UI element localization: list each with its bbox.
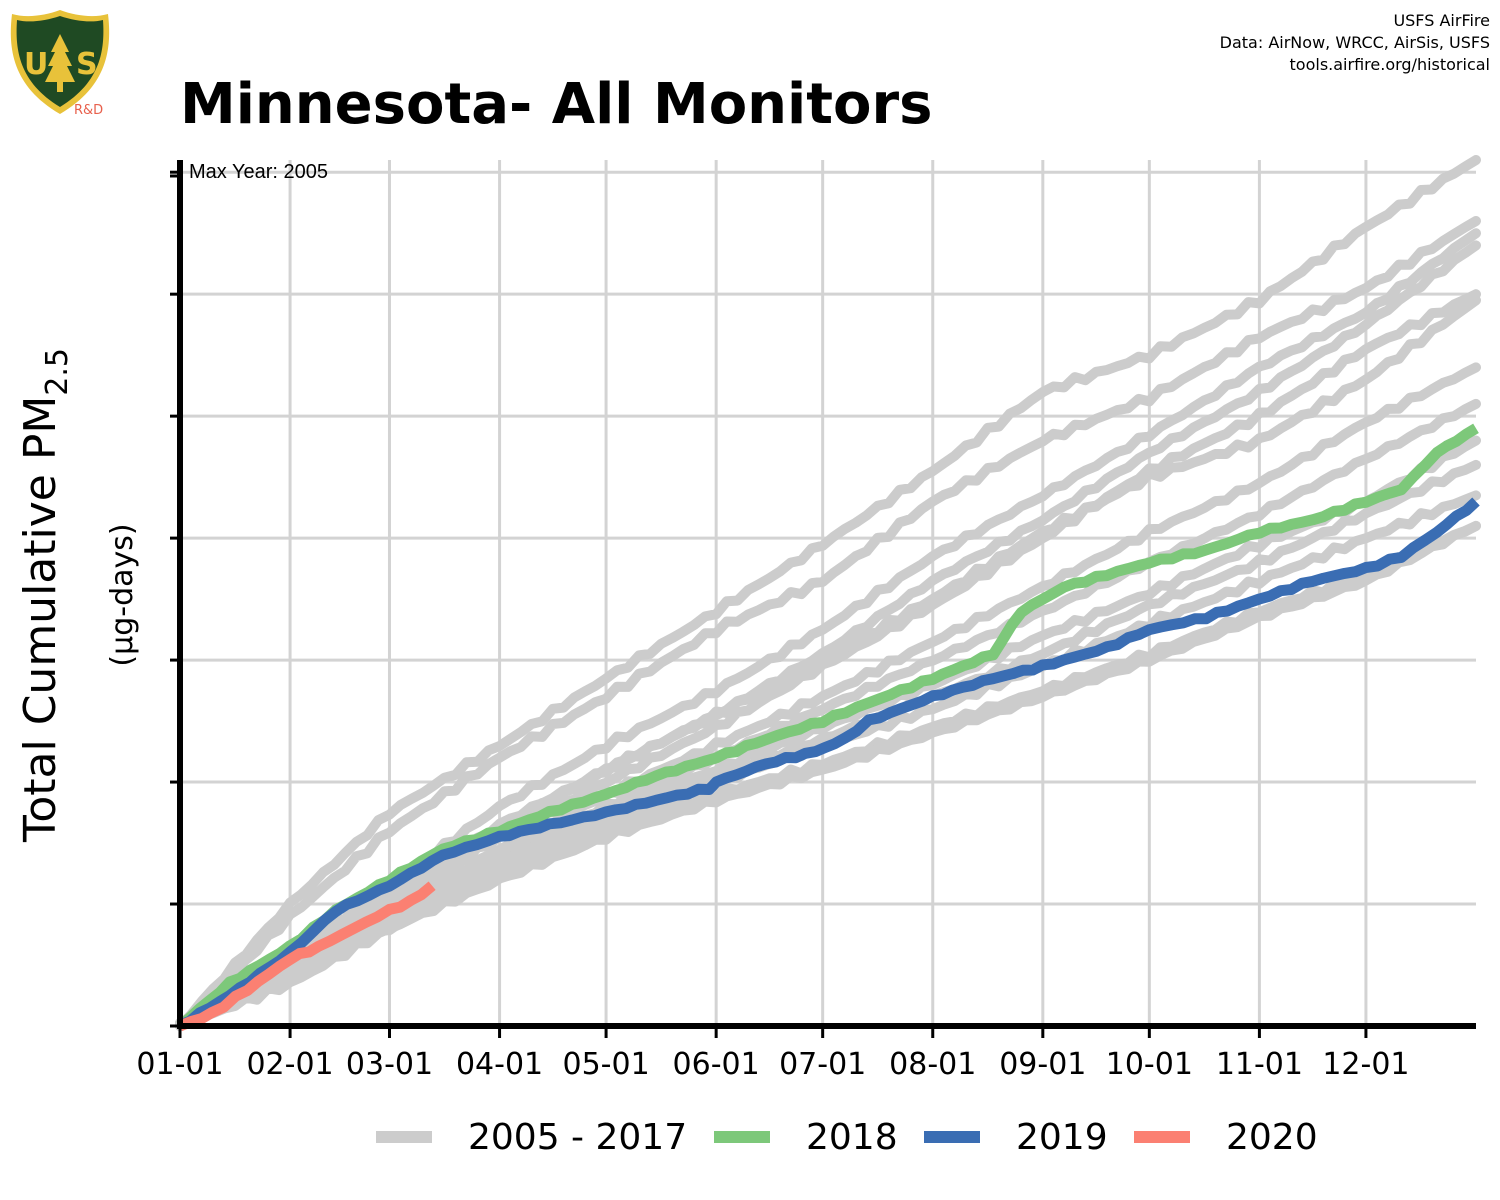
x-tick-label: 04-01	[456, 1047, 543, 1082]
x-tick-label: 09-01	[999, 1047, 1086, 1082]
cumulative-pm25-chart: 01-01 02-01 03-01 04-01 05-01 06-01 07-01 08-01…	[15, 155, 1481, 1082]
legend-swatch-blue	[924, 1131, 980, 1143]
y-axis-units: (µg-days)	[105, 523, 140, 666]
legend-label: 2018	[806, 1116, 898, 1158]
legend-item-historical: 2005 - 2017	[376, 1112, 687, 1162]
source-credits: USFS AirFire Data: AirNow, WRCC, AirSis,…	[1220, 10, 1490, 76]
chart-legend: 2005 - 2017 2018 2019 2020	[0, 1112, 1500, 1162]
historical-series-line	[175, 520, 1481, 1029]
highlight-series-group	[176, 423, 1480, 1032]
legend-item-2018: 2018	[714, 1112, 898, 1162]
historical-series-line	[175, 295, 1481, 1031]
x-tick-label: 08-01	[889, 1047, 976, 1082]
x-tick-label: 01-01	[136, 1047, 223, 1082]
legend-item-2020: 2020	[1134, 1112, 1318, 1162]
logo-badge: R&D	[74, 103, 103, 118]
x-tick-label: 02-01	[246, 1047, 333, 1082]
logo-letters-s: S	[76, 47, 98, 82]
credit-line: Data: AirNow, WRCC, AirSis, USFS	[1219, 33, 1490, 52]
max-year-annotation: Max Year: 2005	[189, 161, 328, 183]
historical-series-line	[175, 520, 1481, 1029]
legend-swatch-gray	[376, 1131, 432, 1143]
x-tick-label: 03-01	[346, 1047, 433, 1082]
x-tick-label: 05-01	[562, 1047, 649, 1082]
series-line-2020	[177, 881, 436, 1032]
legend-label: 2019	[1016, 1116, 1108, 1158]
series-line-2019	[178, 497, 1480, 1031]
pine-tree-icon	[45, 34, 75, 92]
historical-series-line	[175, 240, 1481, 1029]
x-tick-label: 11-01	[1216, 1047, 1303, 1082]
axes: 01-01 02-01 03-01 04-01 05-01 06-01 07-01 08-01…	[136, 160, 1476, 1082]
credit-line: tools.airfire.org/historical	[1289, 55, 1490, 74]
x-tick-label: 12-01	[1322, 1047, 1409, 1082]
legend-label: 2005 - 2017	[468, 1116, 688, 1158]
forest-service-shield-logo: U S R&D	[10, 10, 110, 118]
svg-text:Total Cumulative PM2.5: Total Cumulative PM2.5	[15, 348, 75, 843]
y-axis-title: Total Cumulative PM	[15, 396, 66, 843]
legend-swatch-green	[714, 1131, 770, 1143]
chart-title: Minnesota- All Monitors	[180, 72, 933, 137]
y-axis-subscript: 2.5	[40, 348, 75, 396]
legend-swatch-salmon	[1134, 1131, 1190, 1143]
credit-line: USFS AirFire	[1393, 11, 1490, 30]
x-tick-label: 10-01	[1106, 1047, 1193, 1082]
x-tick-label: 07-01	[779, 1047, 866, 1082]
historical-series-line	[175, 289, 1481, 1031]
logo-letters: U	[24, 47, 48, 82]
legend-label: 2020	[1226, 1116, 1318, 1158]
legend-item-2019: 2019	[924, 1112, 1108, 1162]
historical-series-line	[175, 216, 1481, 1029]
historical-series-line	[175, 155, 1481, 1031]
y-axis-label: Total Cumulative PM2.5	[15, 348, 75, 843]
x-tick-label: 06-01	[673, 1047, 760, 1082]
